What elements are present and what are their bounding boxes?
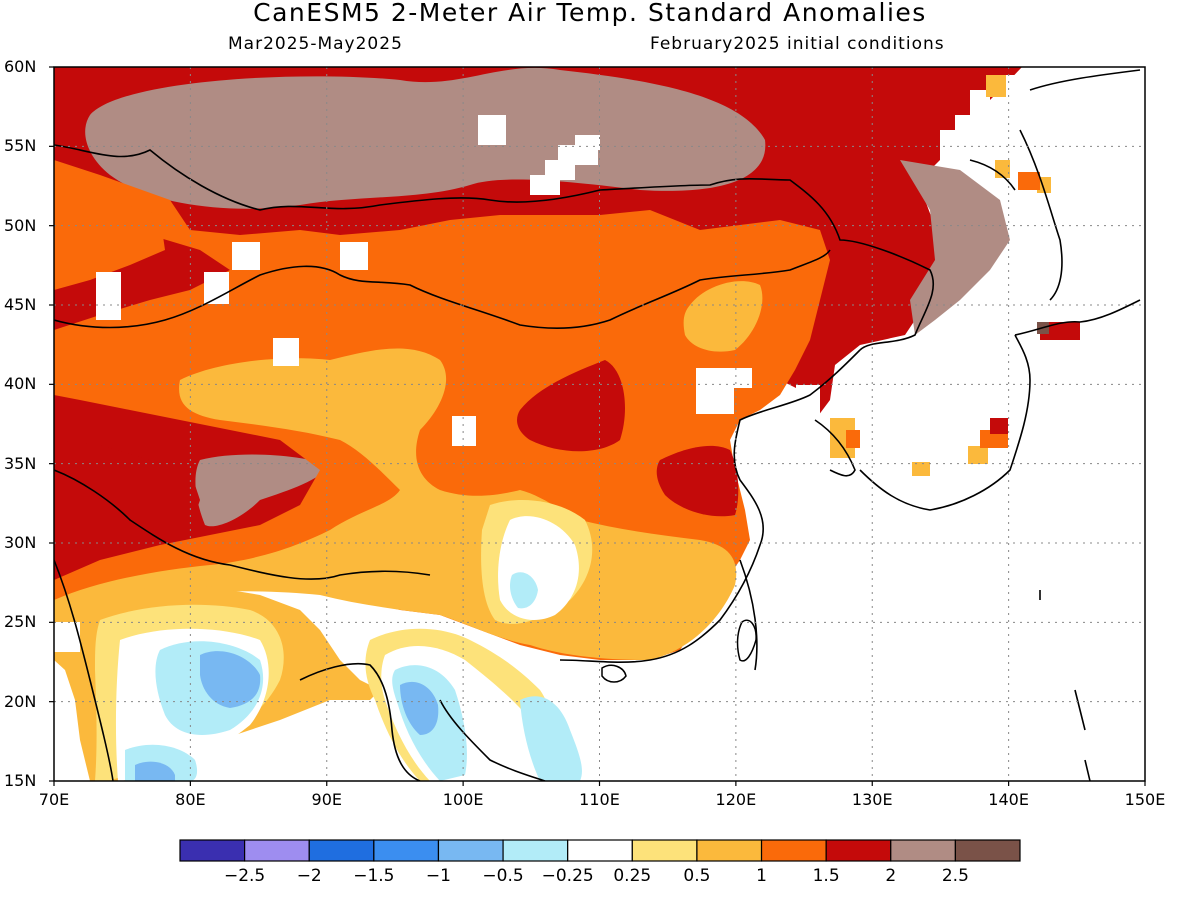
lon-tick-label: 150E xyxy=(1124,790,1166,809)
colorbar-tick-label: 0.5 xyxy=(683,866,711,886)
lat-tick-label: 60N xyxy=(4,57,37,76)
region-anom-gt2-north xyxy=(85,67,766,209)
colorbar-tick-label: −2 xyxy=(296,866,322,886)
colorbar-tick-label: 1 xyxy=(756,866,767,886)
colorbar-swatch xyxy=(437,839,504,862)
colorbar-tick-label: −0.25 xyxy=(541,866,594,886)
lat-tick-label: 55N xyxy=(4,136,37,156)
period-label: Mar2025-May2025 xyxy=(228,34,403,54)
colorbar-swatch xyxy=(373,839,440,862)
gridlines xyxy=(54,67,1145,781)
chart-title: CanESM5 2-Meter Air Temp. Standard Anoma… xyxy=(253,0,927,27)
lon-tick-label: 140E xyxy=(988,790,1029,809)
lat-tick-label: 25N xyxy=(4,612,37,632)
colorbar-tick-label: −0.5 xyxy=(482,866,524,886)
init-label: February2025 initial conditions xyxy=(650,34,945,54)
lon-tick-label: 120E xyxy=(715,790,757,809)
coastlines xyxy=(54,69,1141,781)
lat-tick-label: 30N xyxy=(4,533,37,552)
colorbar-swatch xyxy=(179,839,246,862)
lat-tick-label: 50N xyxy=(4,215,37,235)
lat-tick-label: 35N xyxy=(4,453,37,473)
colorbar-swatch xyxy=(631,839,698,862)
colorbar-swatch xyxy=(890,839,956,862)
lat-tick-label: 20N xyxy=(4,691,37,711)
colorbar-tick-label: −1 xyxy=(425,866,451,886)
colorbar-tick-label: 1.5 xyxy=(812,866,840,886)
lat-tick-label: 40N xyxy=(4,374,37,394)
lon-tick-label: 70E xyxy=(38,790,70,809)
colorbar-tick-label: 2 xyxy=(885,866,897,886)
colorbar-swatch xyxy=(954,839,1021,862)
lat-tick-label: 45N xyxy=(4,295,37,314)
taiwan xyxy=(736,619,757,662)
lon-tick-label: 100E xyxy=(442,790,484,809)
colorbar-swatch xyxy=(760,839,827,862)
colorbar-tick-label: 2.5 xyxy=(941,866,969,886)
colorbar-tick-label: −1.5 xyxy=(353,866,395,886)
colorbar-swatch xyxy=(502,839,569,862)
colorbar-tick-label: −2.5 xyxy=(223,866,266,886)
lon-tick-label: 80E xyxy=(175,790,206,809)
lon-tick-label: 110E xyxy=(579,790,620,809)
colorbar-swatch xyxy=(567,839,633,862)
hainan xyxy=(601,664,627,683)
colorbar-swatch xyxy=(308,839,375,862)
colorbar-swatch xyxy=(825,839,892,862)
lat-tick-label: 15N xyxy=(4,771,37,790)
colorbar-tick-label: 0.25 xyxy=(613,866,652,886)
colorbar-swatch xyxy=(244,839,310,862)
colorbar-swatch xyxy=(696,839,763,862)
lon-tick-label: 130E xyxy=(851,790,893,809)
lon-tick-label: 90E xyxy=(311,790,342,809)
